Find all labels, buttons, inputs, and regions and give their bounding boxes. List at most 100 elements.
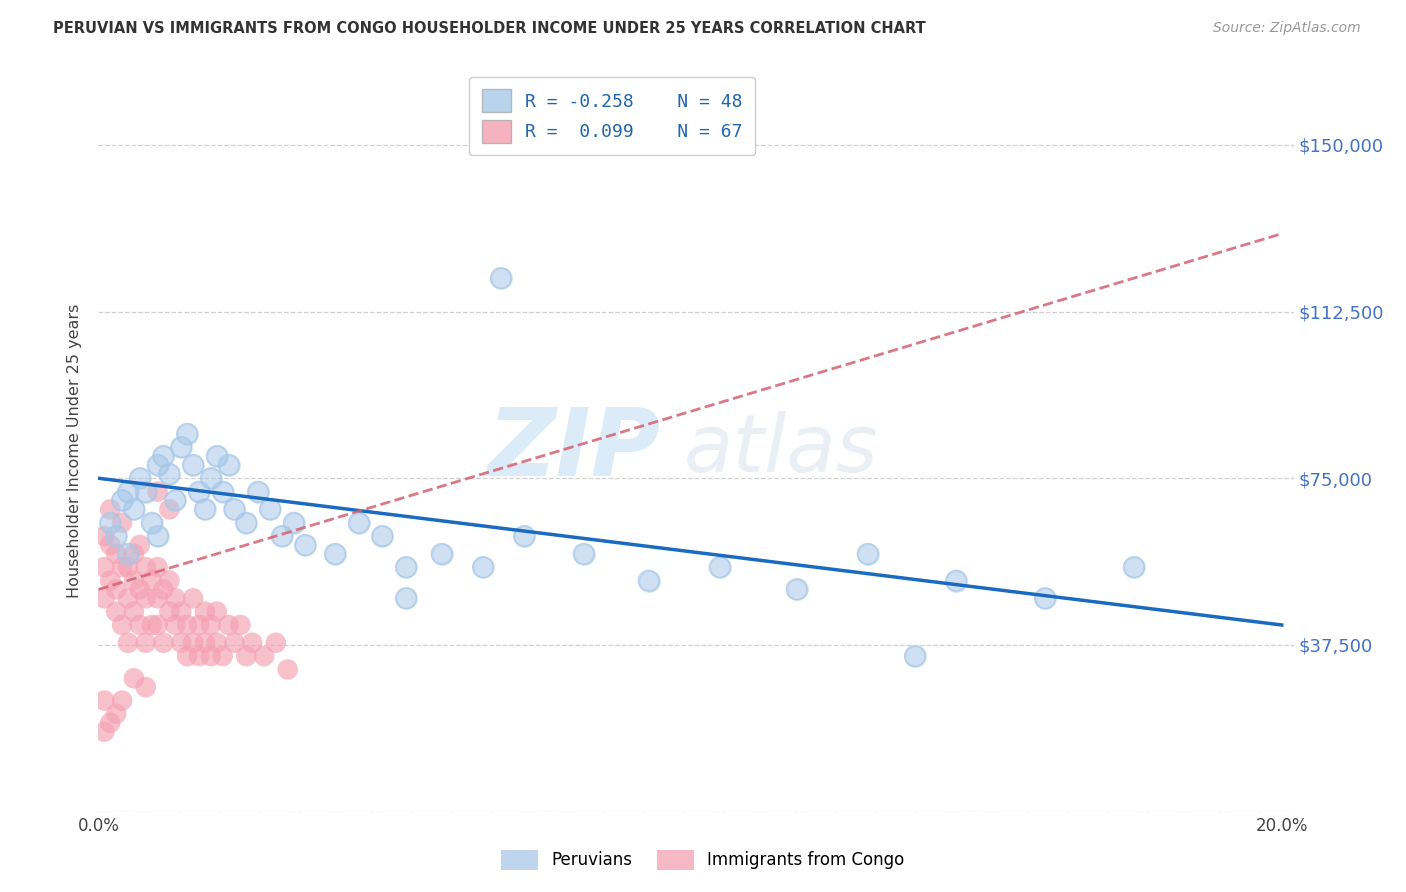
Point [122,605,145,619]
Point [395,560,418,574]
Point [146,458,169,472]
Point [247,484,270,499]
Point [111,618,134,632]
Point [117,547,139,561]
Point [218,618,240,632]
Point [157,574,180,588]
Point [93,724,115,739]
Point [146,529,169,543]
Point [152,449,174,463]
Point [229,618,252,632]
Point [128,582,150,597]
Point [224,502,246,516]
Point [170,636,193,650]
Point [270,529,292,543]
Point [1122,560,1144,574]
Point [218,458,240,472]
Point [122,502,145,516]
Point [135,591,157,606]
Point [283,516,305,530]
Point [98,574,121,588]
Point [205,636,228,650]
Point [211,484,233,499]
Point [165,493,187,508]
Point [141,574,163,588]
Point [235,516,257,530]
Point [637,574,659,588]
Point [157,502,180,516]
Point [637,574,659,588]
Point [489,271,512,285]
Point [98,538,121,552]
Point [128,618,150,632]
Point [205,449,228,463]
Point [117,591,139,606]
Point [98,516,121,530]
Point [270,529,292,543]
Point [128,471,150,485]
Point [235,516,257,530]
Point [117,484,139,499]
Point [98,502,121,516]
Point [111,493,134,508]
Point [93,591,115,606]
Point [141,618,163,632]
Point [218,458,240,472]
Point [105,529,128,543]
Point [240,636,263,650]
Point [194,502,217,516]
Point [93,529,115,543]
Point [128,471,150,485]
Point [572,547,595,561]
Point [146,618,169,632]
Point [122,502,145,516]
Point [165,618,187,632]
Point [117,560,139,574]
Point [165,591,187,606]
Point [472,560,495,574]
Point [211,484,233,499]
Point [945,574,967,588]
Point [200,471,222,485]
Point [709,560,731,574]
Point [430,547,453,561]
Point [170,440,193,454]
Point [122,671,145,685]
Point [122,574,145,588]
Point [572,547,595,561]
Point [371,529,394,543]
Point [224,636,246,650]
Point [264,636,287,650]
Point [93,693,115,707]
Point [141,516,163,530]
Point [146,458,169,472]
Point [141,516,163,530]
Point [135,484,157,499]
Point [181,458,204,472]
Point [105,582,128,597]
Point [395,560,418,574]
Point [1122,560,1144,574]
Point [181,458,204,472]
Point [176,426,198,441]
Point [371,529,394,543]
Point [135,680,157,694]
Point [128,538,150,552]
Point [277,662,299,676]
Point [205,449,228,463]
Point [135,560,157,574]
Point [135,636,157,650]
Point [157,467,180,481]
Point [347,516,370,530]
Point [181,636,204,650]
Point [904,649,927,664]
Point [188,649,211,664]
Point [152,582,174,597]
Point [176,426,198,441]
Point [105,529,128,543]
Point [856,547,879,561]
Point [105,605,128,619]
Point [513,529,536,543]
Point [235,649,257,664]
Point [253,649,276,664]
